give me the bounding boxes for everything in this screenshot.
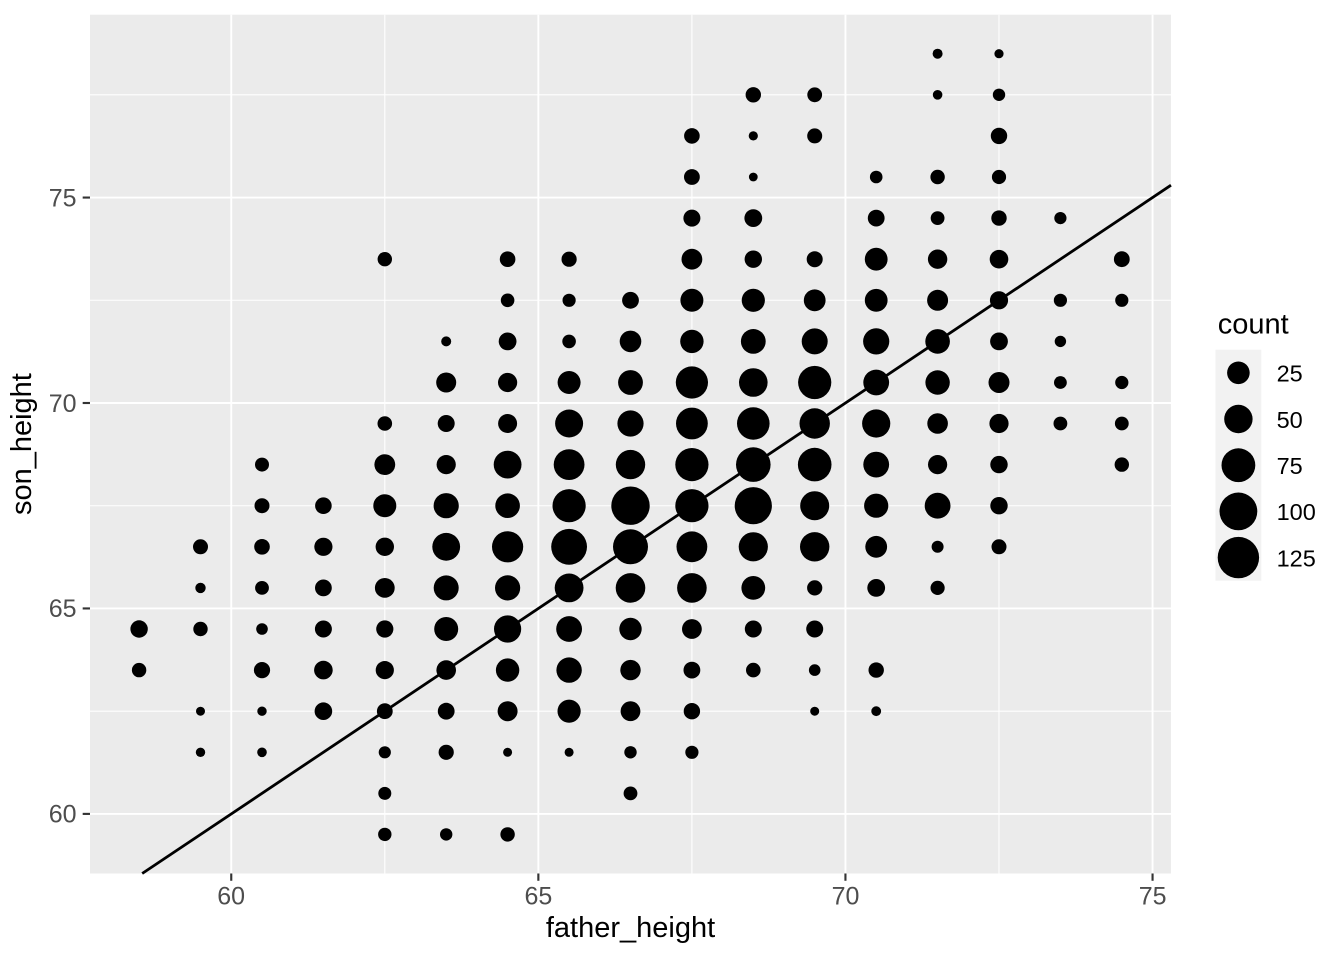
svg-text:25: 25 [1277, 361, 1303, 387]
svg-text:50: 50 [1277, 407, 1303, 433]
svg-text:75: 75 [49, 184, 77, 212]
svg-text:son_height: son_height [6, 373, 38, 515]
svg-text:125: 125 [1277, 545, 1316, 571]
svg-text:100: 100 [1277, 499, 1316, 525]
svg-text:70: 70 [832, 883, 860, 911]
svg-text:60: 60 [49, 801, 77, 829]
svg-text:70: 70 [49, 390, 77, 418]
svg-text:75: 75 [1139, 883, 1167, 911]
svg-text:65: 65 [49, 595, 77, 623]
svg-text:75: 75 [1277, 453, 1303, 479]
svg-text:60: 60 [217, 883, 245, 911]
svg-text:65: 65 [524, 883, 552, 911]
svg-text:count: count [1218, 309, 1289, 341]
svg-text:father_height: father_height [546, 912, 715, 944]
